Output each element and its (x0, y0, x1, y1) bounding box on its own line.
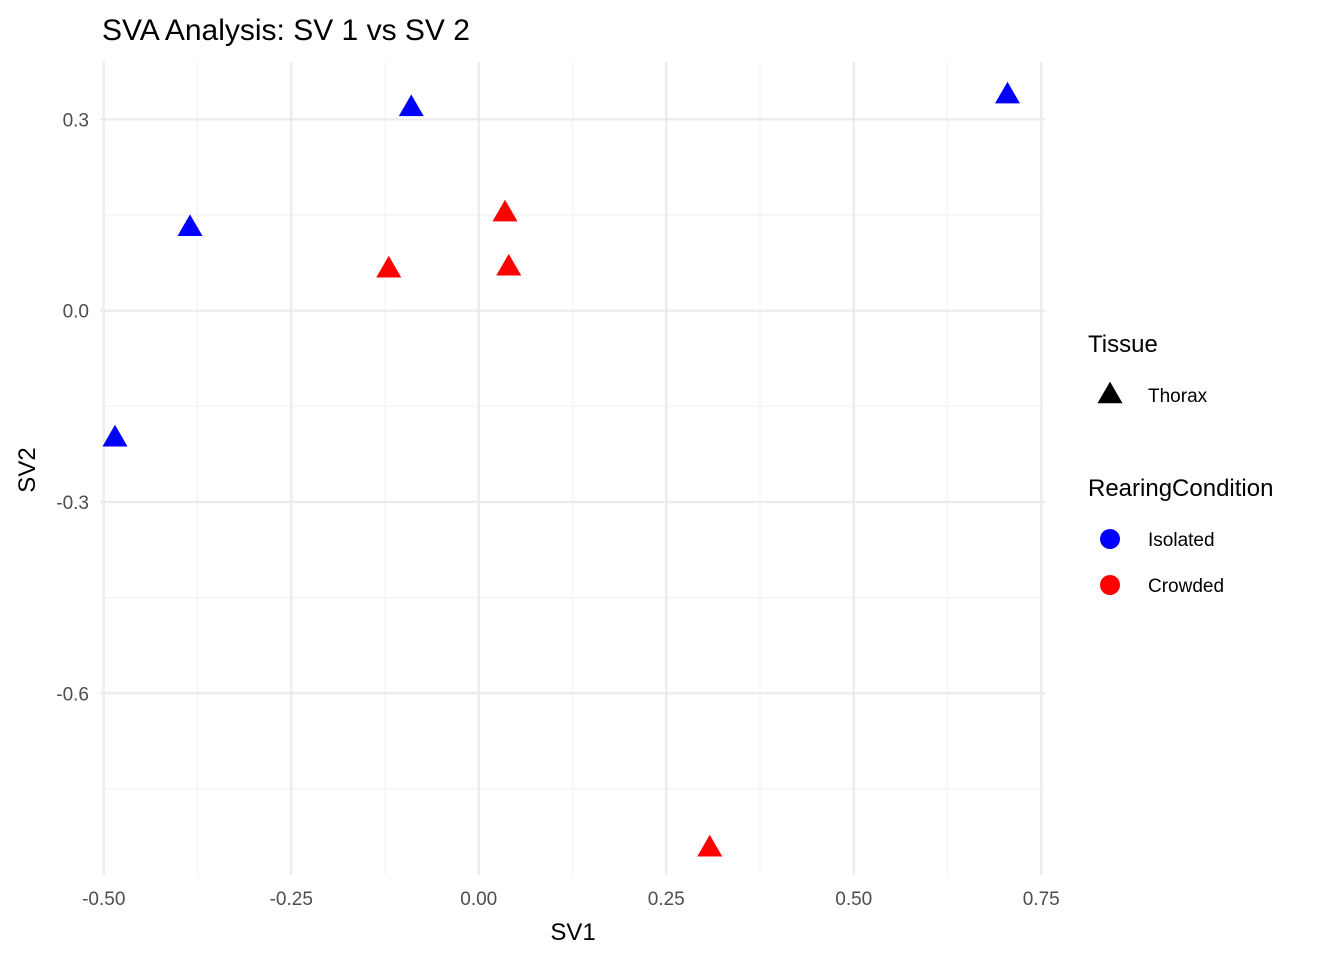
y-tick-label: 0.3 (63, 110, 89, 131)
x-axis-ticks: -0.50 -0.25 0.00 0.25 0.50 0.75 (82, 889, 1060, 910)
x-tick-label: 0.50 (835, 889, 872, 910)
chart-title: SVA Analysis: SV 1 vs SV 2 (102, 14, 470, 47)
legend-title: Tissue (1088, 331, 1158, 358)
data-points (102, 81, 1020, 857)
legend-title: RearingCondition (1088, 475, 1273, 502)
x-tick-label: -0.50 (82, 889, 125, 910)
legend: Tissue Thorax RearingCondition Isolated Crow… (1088, 331, 1273, 597)
data-point-crowded (496, 253, 522, 276)
legend-key-circle (1100, 529, 1120, 549)
legend-label: Crowded (1148, 576, 1224, 597)
data-point-crowded (697, 834, 723, 857)
y-axis-ticks: -0.6 -0.3 0.0 0.3 (56, 110, 89, 705)
data-point-isolated (177, 214, 203, 237)
y-axis-title: SV2 (14, 447, 41, 492)
legend-label: Thorax (1148, 386, 1208, 407)
data-point-crowded (492, 199, 518, 222)
data-point-isolated (995, 81, 1020, 104)
data-point-isolated (398, 94, 424, 117)
data-point-crowded (376, 255, 402, 278)
major-gridlines (100, 62, 1045, 875)
y-tick-label: 0.0 (63, 302, 89, 323)
x-tick-label: 0.00 (460, 889, 497, 910)
x-tick-label: 0.75 (1023, 889, 1060, 910)
legend-label: Isolated (1148, 530, 1215, 551)
x-tick-label: 0.25 (648, 889, 685, 910)
minor-gridlines (100, 62, 1045, 875)
y-tick-label: -0.3 (56, 493, 89, 514)
legend-key-circle (1100, 575, 1120, 595)
data-point-isolated (102, 424, 128, 447)
x-axis-title: SV1 (550, 919, 595, 946)
y-tick-label: -0.6 (56, 684, 89, 705)
legend-key-triangle (1097, 381, 1123, 404)
x-tick-label: -0.25 (270, 889, 313, 910)
